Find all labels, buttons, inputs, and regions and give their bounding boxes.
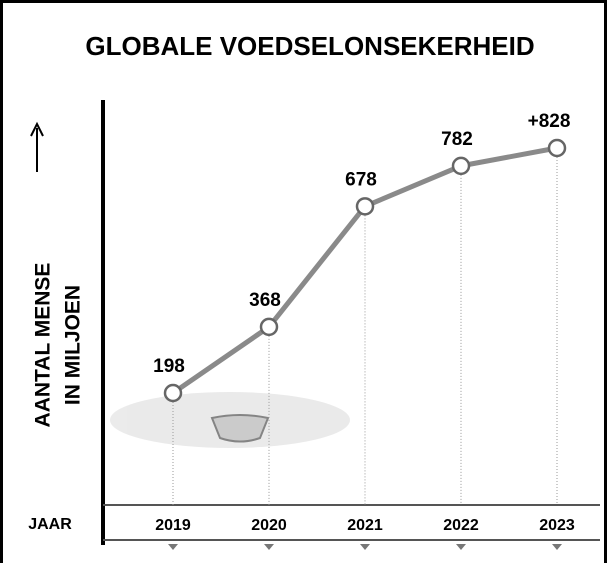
- tick-marker: [552, 544, 562, 550]
- chart-title: GLOBALE VOEDSELONSEKERHEID: [85, 31, 534, 61]
- data-label: +828: [528, 111, 571, 132]
- x-tick-label: 2023: [539, 517, 575, 534]
- x-tick-label: 2021: [347, 517, 383, 534]
- tick-marker: [264, 544, 274, 550]
- y-axis-label: AANTAL MENSE: [32, 263, 55, 428]
- tick-marker: [360, 544, 370, 550]
- data-point: [355, 197, 375, 216]
- x-axis-label: JAAR: [28, 516, 72, 533]
- data-point: [163, 383, 183, 403]
- data-label: 782: [441, 129, 473, 150]
- tick-marker: [456, 544, 466, 550]
- data-point: [451, 156, 471, 176]
- up-arrow: [30, 121, 44, 172]
- data-point: [259, 317, 279, 337]
- crowd-illustration: [110, 392, 350, 448]
- x-tick-label: 2020: [251, 517, 287, 534]
- data-point: [547, 138, 567, 158]
- x-tick-label: 2022: [443, 517, 479, 534]
- data-label: 198: [153, 356, 185, 377]
- data-label: 678: [345, 169, 377, 190]
- tick-marker: [168, 544, 178, 550]
- x-tick-label: 2019: [155, 517, 191, 534]
- y-axis-label: IN MILJOEN: [62, 285, 85, 405]
- data-label: 368: [249, 290, 281, 311]
